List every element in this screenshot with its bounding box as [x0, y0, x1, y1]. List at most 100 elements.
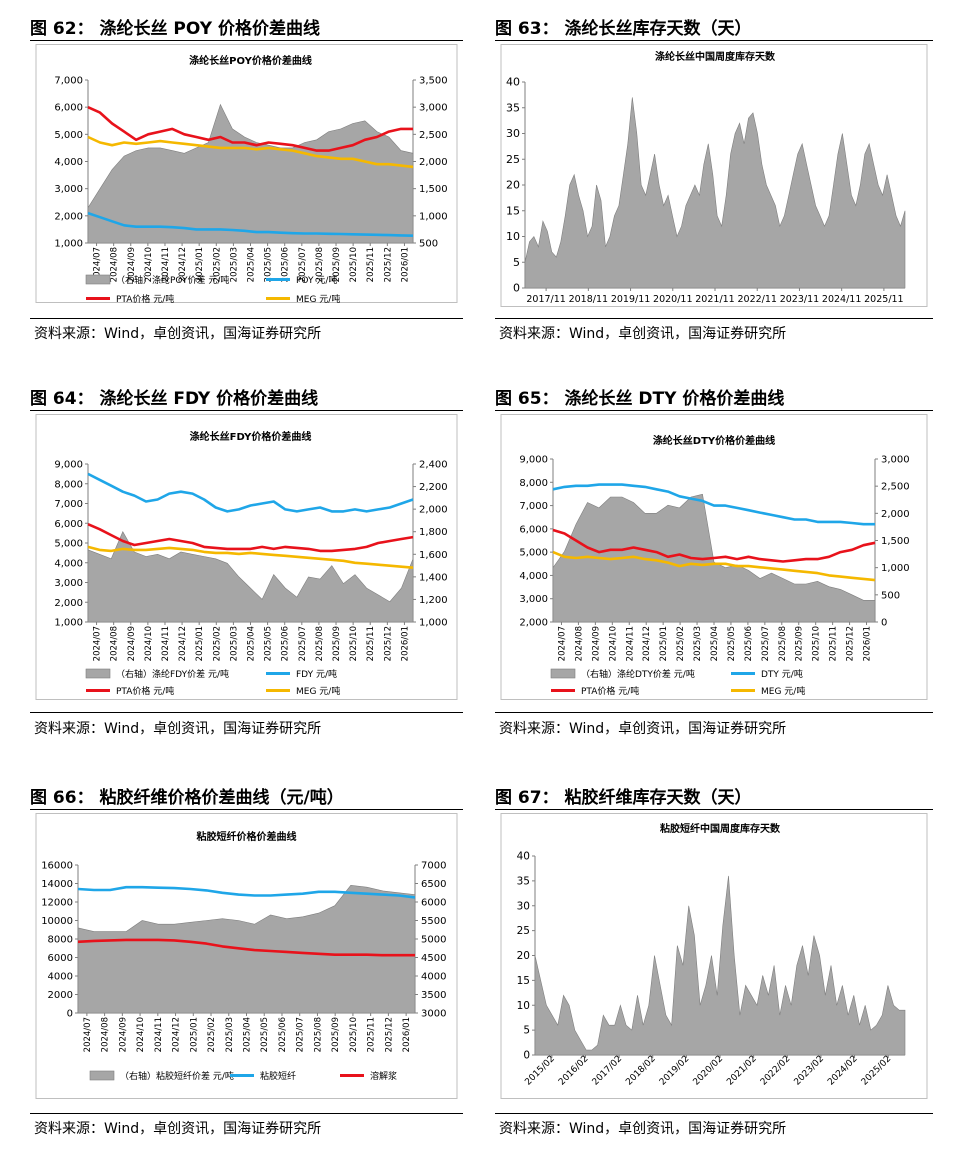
x-tick-label: 2025/12: [384, 1017, 394, 1052]
y2-tick-label: 2,400: [419, 460, 448, 471]
x-tick-label: 2025/05: [727, 626, 737, 661]
legend-swatch: [85, 274, 111, 285]
y2-tick-label: 0: [881, 618, 887, 629]
y-tick-label: 6,000: [54, 103, 83, 114]
x-tick-label: 2025/12: [383, 247, 393, 282]
x-tick-label: 2024/11: [161, 247, 171, 282]
y-tick-label: 40: [517, 851, 530, 863]
y-tick-label: 2,000: [519, 618, 548, 629]
chart-title: 涤纶长丝DTY价格价差曲线: [653, 434, 775, 447]
y2-tick-label: 2,000: [419, 505, 448, 516]
source-rule: [30, 318, 463, 319]
title-rule: [495, 40, 933, 41]
y2-tick-label: 4500: [421, 953, 446, 964]
series-area: [87, 103, 414, 244]
y-tick-label: 4,000: [54, 157, 83, 168]
y-tick-label: 6,000: [519, 524, 548, 535]
title-rule: [30, 809, 463, 810]
y-tick-label: 15: [506, 204, 520, 217]
x-tick-label: 2024/07: [83, 1017, 93, 1052]
chart-title: 粘胶短纤价格价差曲线: [197, 830, 297, 843]
y-tick-label: 8000: [48, 935, 73, 946]
y-tick-label: 4,000: [54, 558, 83, 569]
x-tick-label: 2025/10: [812, 626, 822, 661]
y2-tick-label: 7000: [421, 861, 446, 872]
figure-63: 图 63： 涤纶长丝库存天数（天） 涤纶长丝中国周度库存天数 0 5 10 15 20 25…: [495, 14, 933, 344]
figure-67: 图 67： 粘胶纤维库存天数（天） 粘胶短纤中国周度库存天数 0 5 10 15 20 25…: [495, 783, 933, 1153]
x-tick-label: 2025/10: [349, 247, 359, 282]
x-tick-label: 2025/01: [195, 626, 205, 661]
legend-label: PTA价格 元/吨: [116, 293, 174, 305]
series-line: [87, 545, 414, 569]
x-tick-label: 2025/08: [778, 626, 788, 661]
y2-tick-label: 2,500: [881, 482, 910, 493]
x-tick-label: 2025/04: [247, 247, 257, 282]
x-tick-label: 2024/11: [154, 1017, 164, 1052]
legend-label: MEG 元/吨: [761, 685, 805, 697]
y2-tick-label: 2,000: [881, 509, 910, 520]
y-tick-label: 8,000: [519, 478, 548, 489]
series-area: [524, 97, 906, 289]
y-tick-label: 0: [513, 282, 520, 295]
y-tick-label: 7,000: [54, 499, 83, 510]
x-tick-label: 2025/08: [315, 247, 325, 282]
y-tick-label: 20: [506, 179, 520, 192]
legend-label: （右轴）涤纶POY价差 元/吨: [116, 274, 229, 286]
x-tick-label: 2024/07: [93, 626, 103, 661]
y-tick-label: 5,000: [54, 539, 83, 550]
figure-65: 图 65： 涤纶长丝 DTY 价格价差曲线 涤纶长丝DTY价格价差曲线 2,000…: [495, 384, 933, 744]
x-tick-label: 2024/12: [178, 626, 188, 661]
series-line: [552, 550, 876, 582]
source-rule: [495, 712, 933, 713]
y2-tick-label: 500: [881, 590, 900, 601]
y-tick-label: 7,000: [54, 76, 83, 87]
series-line: [87, 135, 414, 169]
series-line: [87, 472, 414, 513]
x-tick-label: 2025/01: [195, 247, 205, 282]
x-tick-label: 2025/09: [332, 626, 342, 661]
x-tick-label: 2025/03: [693, 626, 703, 661]
x-tick-label: 2025/11: [864, 294, 903, 305]
x-tick-label: 2025/12: [846, 626, 856, 661]
series-line: [552, 483, 875, 526]
x-tick-label: 2025/02: [212, 626, 222, 661]
y-tick-label: 0: [67, 1009, 73, 1020]
series-line: [552, 528, 876, 563]
series-line: [87, 211, 414, 237]
x-tick-label: 2025/10: [349, 1017, 359, 1052]
y-tick-label: 5: [523, 1025, 530, 1037]
legend-swatch: [89, 1070, 115, 1081]
x-tick-label: 2024/11: [625, 626, 635, 661]
x-tick-label: 2024/09: [591, 626, 601, 661]
y-tick-label: 35: [517, 875, 530, 887]
x-tick-label: 2025/11: [367, 1017, 377, 1052]
legend-label: DTY 元/吨: [761, 668, 803, 680]
y-tick-label: 2,000: [54, 598, 83, 609]
y2-tick-label: 1,400: [419, 572, 448, 583]
x-tick-label: 2025/06: [281, 247, 291, 282]
title-rule: [30, 40, 463, 41]
y2-tick-label: 4000: [421, 972, 446, 983]
x-tick-label: 2024/07: [93, 247, 103, 282]
y-tick-label: 20: [517, 950, 530, 962]
y-tick-label: 40: [506, 76, 520, 89]
x-tick-label: 2024/11: [161, 626, 171, 661]
y-tick-label: 6000: [48, 953, 73, 964]
legend-label: （右轴）粘胶短纤价差 元/吨: [120, 1070, 234, 1082]
y2-tick-label: 1,200: [419, 595, 448, 606]
legend-label: FDY 元/吨: [296, 668, 337, 680]
title-rule: [495, 809, 933, 810]
y-tick-label: 3,000: [54, 578, 83, 589]
y-tick-label: 25: [506, 153, 520, 166]
series-line: [87, 523, 414, 553]
x-tick-label: 2024/09: [127, 247, 137, 282]
legend-label: MEG 元/吨: [296, 293, 340, 305]
figure-title: 图 67： 粘胶纤维库存天数（天）: [495, 788, 752, 808]
x-tick-label: 2025/07: [298, 626, 308, 661]
figure-title: 图 66： 粘胶纤维价格价差曲线（元/吨）: [30, 788, 344, 808]
x-tick-label: 2024/12: [172, 1017, 182, 1052]
source-rule: [30, 712, 463, 713]
legend-swatch: [85, 668, 111, 679]
chart-title: 涤纶长丝FDY价格价差曲线: [190, 430, 312, 443]
x-tick-label: 2024/10: [144, 247, 154, 282]
